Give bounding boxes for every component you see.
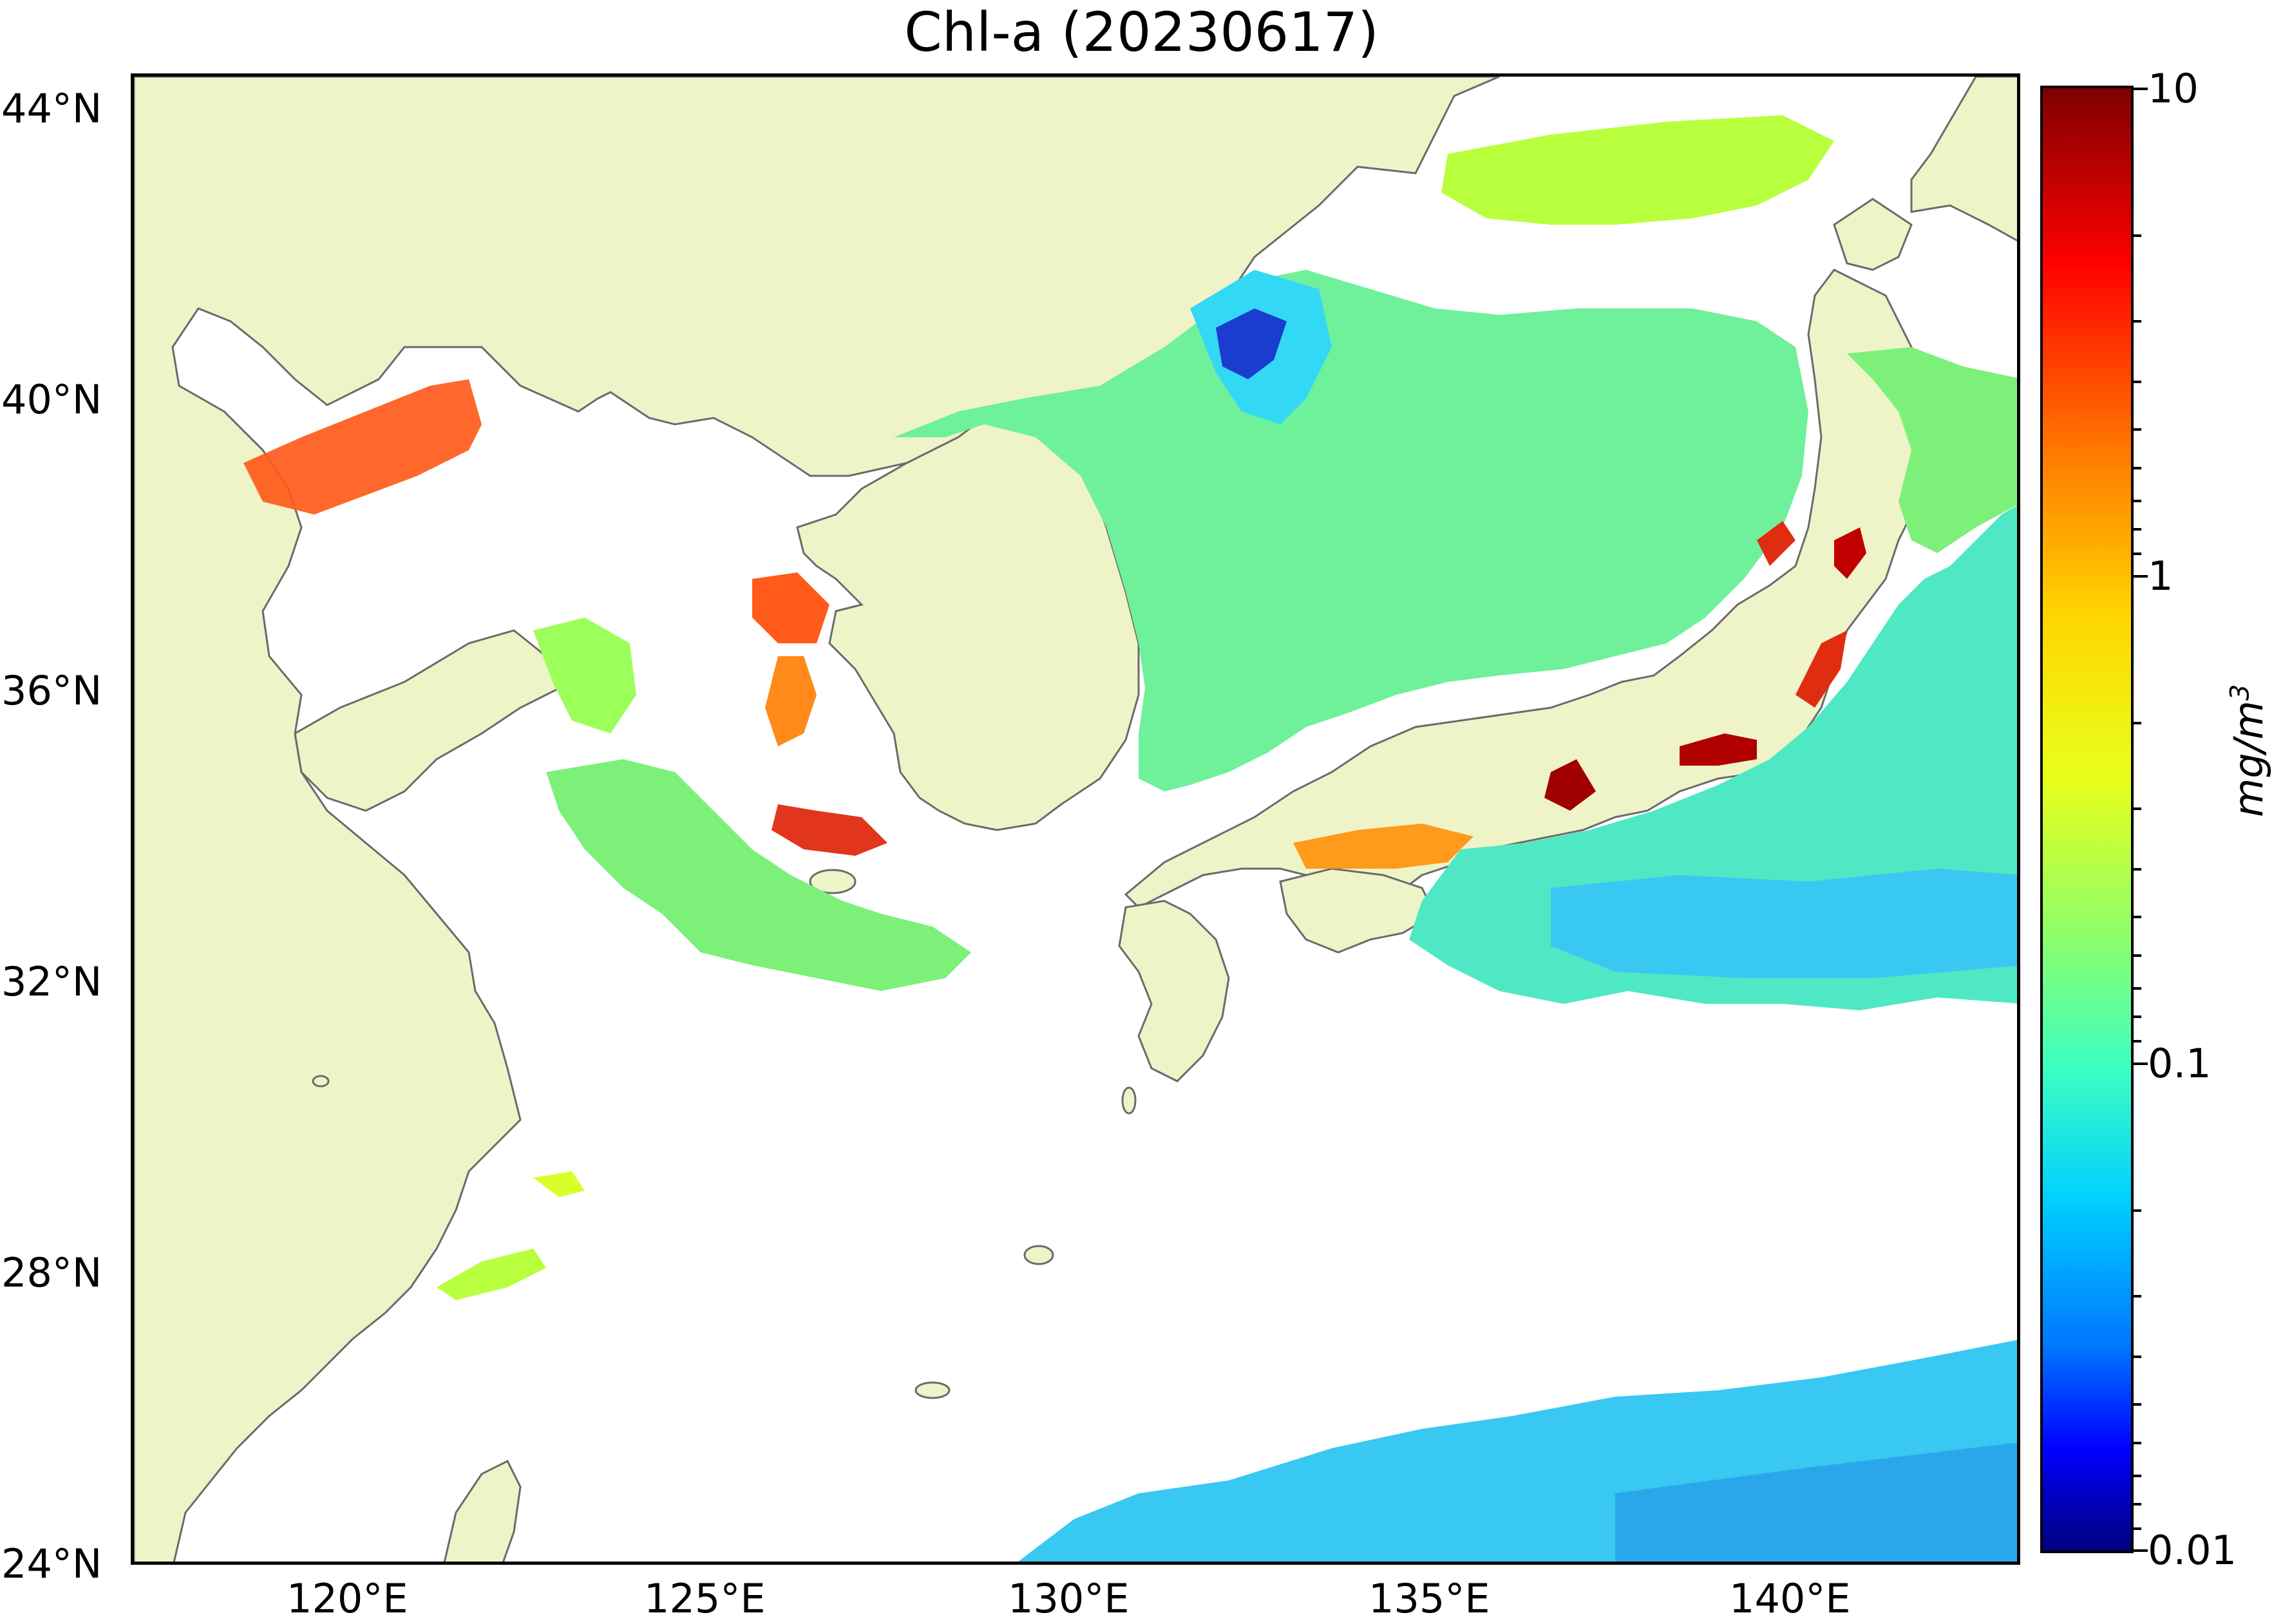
colorbar-label-0-01: 0.01 — [2148, 1527, 2237, 1574]
colorbar-label-1: 1 — [2148, 552, 2174, 600]
land-shikoku — [1279, 867, 1436, 954]
colorbar-tick-major — [2134, 88, 2148, 90]
lon-label-135: 135°E — [1369, 1575, 1490, 1622]
lat-label-36: 36°N — [1, 667, 102, 714]
lat-label-24: 24°N — [1, 1540, 102, 1587]
colorbar-unit-superscript: 3 — [2225, 684, 2255, 701]
land-hokkaido-south — [1833, 198, 1913, 271]
colorbar-tick-minor — [2134, 1355, 2141, 1358]
colorbar-tick-minor — [2134, 467, 2141, 469]
colorbar-tick-minor — [2134, 1527, 2141, 1530]
colorbar-tick-minor — [2134, 1040, 2141, 1043]
colorbar-tick-minor — [2134, 1503, 2141, 1506]
land-zhoushan — [312, 1075, 330, 1088]
land-amami — [1023, 1245, 1054, 1265]
land-taiwan — [443, 1459, 522, 1562]
colorbar-tick-minor — [2134, 722, 2141, 724]
land-hokkaido — [1910, 77, 2017, 242]
land-tanegashima — [1121, 1086, 1137, 1115]
lon-label-125: 125°E — [644, 1575, 766, 1622]
colorbar-tick-major — [2134, 1549, 2148, 1552]
map-panel — [131, 73, 2020, 1565]
lat-label-28: 28°N — [1, 1249, 102, 1296]
colorbar-unit-text: mg/m — [2225, 700, 2272, 817]
colorbar-tick-minor — [2134, 320, 2141, 323]
colorbar-tick-minor — [2134, 954, 2141, 957]
colorbar-label-10: 10 — [2148, 65, 2199, 112]
land-shandong — [294, 629, 560, 812]
chlorophyll-swaths — [243, 115, 2017, 1562]
colorbar-tick-minor — [2134, 1295, 2141, 1298]
colorbar-tick-minor — [2134, 500, 2141, 502]
colorbar-tick-minor — [2134, 428, 2141, 431]
land-kyushu — [1118, 900, 1230, 1082]
colorbar-tick-minor — [2134, 1015, 2141, 1018]
lon-label-130: 130°E — [1008, 1575, 1130, 1622]
map-title: Chl-a (20230617) — [904, 1, 1379, 64]
colorbar-tick-minor — [2134, 1442, 2141, 1444]
lat-label-44: 44°N — [1, 85, 102, 132]
colorbar-tick-minor — [2134, 381, 2141, 383]
land-okinawa — [914, 1381, 951, 1399]
colorbar-tick-minor — [2134, 916, 2141, 918]
colorbar-tick-minor — [2134, 528, 2141, 531]
colorbar — [2040, 86, 2134, 1553]
colorbar-tick-minor — [2134, 868, 2141, 871]
colorbar-tick-minor — [2134, 234, 2141, 237]
colorbar-tick-minor — [2134, 987, 2141, 990]
colorbar-tick-minor — [2134, 1475, 2141, 1477]
colorbar-tick-minor — [2134, 552, 2141, 555]
lon-label-140: 140°E — [1729, 1575, 1851, 1622]
colorbar-tick-minor — [2134, 1209, 2141, 1212]
colorbar-tick-minor — [2134, 807, 2141, 810]
map-canvas — [134, 77, 2017, 1562]
lat-label-40: 40°N — [1, 376, 102, 423]
land-jeju — [809, 869, 857, 894]
lon-label-120: 120°E — [287, 1575, 408, 1622]
colorbar-unit-label: mg/m3 — [2225, 685, 2272, 818]
colorbar-tick-minor — [2134, 1403, 2141, 1406]
lat-label-32: 32°N — [1, 958, 102, 1005]
colorbar-tick-major — [2134, 575, 2148, 578]
colorbar-tick-major — [2134, 1062, 2148, 1065]
colorbar-label-0-1: 0.1 — [2148, 1040, 2212, 1087]
